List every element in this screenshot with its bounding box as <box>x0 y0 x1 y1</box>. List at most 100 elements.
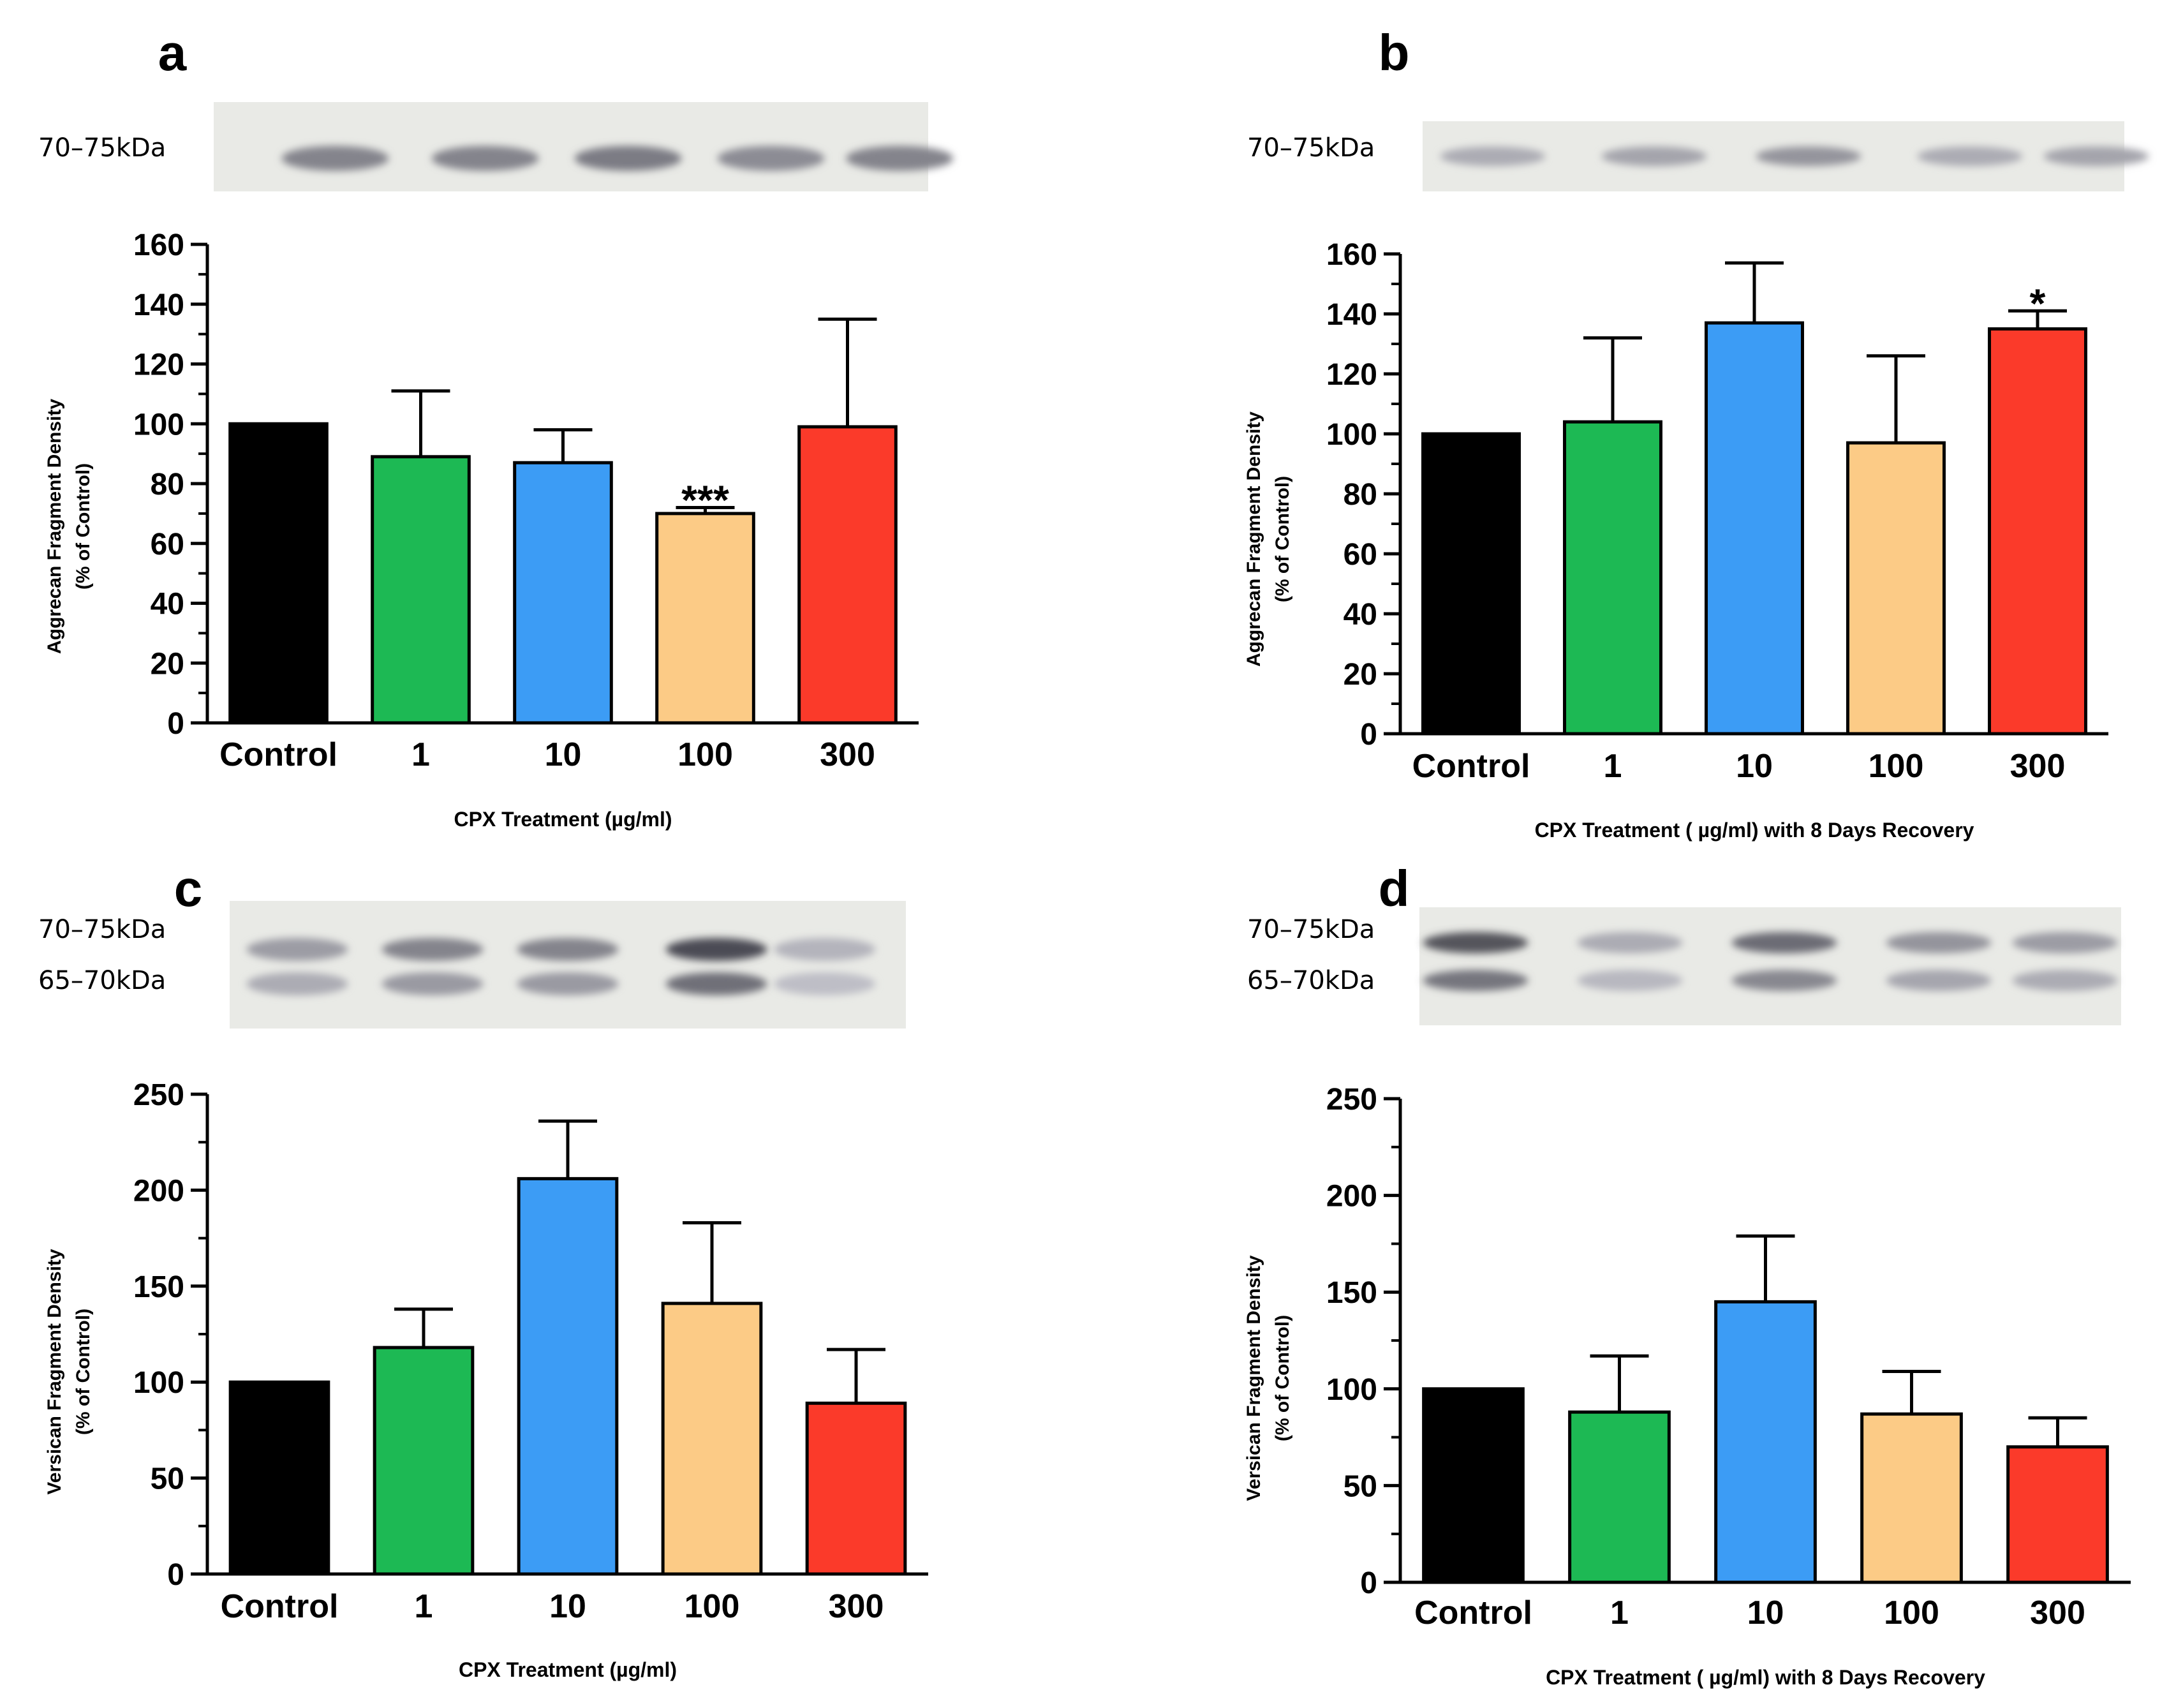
y-tick-label: 0 <box>167 707 184 741</box>
blot-band <box>1577 932 1683 954</box>
western-blot-image <box>1419 907 2121 1025</box>
panel-d: d70–75kDa 65–70kDa 0 50 100 150 200 250 Control 1… <box>1243 860 2131 1689</box>
blot-band <box>431 145 539 171</box>
blot-band <box>774 972 876 995</box>
x-tick-label: Control <box>221 1588 339 1625</box>
y-tick-label: 140 <box>1326 298 1377 332</box>
y-tick-label: 160 <box>1326 238 1377 272</box>
blot-band <box>517 938 619 961</box>
y-tick-label: 100 <box>133 408 184 442</box>
y-tick-label: 20 <box>1343 658 1377 692</box>
bar-1 <box>1568 1410 1671 1584</box>
x-tick-label: Control <box>1414 1594 1532 1631</box>
y-tick-label: 100 <box>133 1366 184 1400</box>
x-tick-label: 1 <box>1610 1594 1629 1631</box>
bar-300 <box>805 1401 907 1576</box>
bar-100 <box>661 1302 763 1576</box>
blot-size-label: 70–75kDa <box>1247 915 1375 944</box>
panel-letter: c <box>174 860 203 917</box>
panel-letter: a <box>158 24 187 81</box>
y-axis-label: Versican Fragment Density <box>1243 1255 1264 1501</box>
bar-100 <box>1860 1412 1963 1584</box>
x-tick-label: Control <box>219 736 337 773</box>
y-tick-label: 50 <box>151 1462 184 1496</box>
x-tick-label: Control <box>1412 748 1530 785</box>
bar-1 <box>1563 420 1662 736</box>
blot-band <box>574 145 682 171</box>
y-axis-label-line1: Aggrecan Fragment Density <box>44 399 65 654</box>
bar-300 <box>2006 1445 2109 1584</box>
x-tick-label: 100 <box>685 1588 740 1625</box>
y-axis-label-sub: (% of Control) <box>1272 1315 1293 1441</box>
y-tick-label: 200 <box>133 1174 184 1208</box>
blot-band <box>717 145 825 171</box>
x-tick-label: 300 <box>820 736 875 773</box>
blot-band <box>2043 146 2149 167</box>
blot-band <box>381 972 484 995</box>
blot-band <box>846 145 954 171</box>
bar-10 <box>513 461 613 725</box>
y-tick-label: 200 <box>1326 1180 1377 1214</box>
bar-1 <box>373 1346 475 1576</box>
blot-size-label: 65–70kDa <box>38 966 166 995</box>
y-axis-label-sub: (% of Control) <box>1272 476 1293 602</box>
significance-marker: *** <box>681 477 729 523</box>
blot-band <box>381 938 484 961</box>
x-tick-label: 100 <box>1869 748 1924 785</box>
y-tick-label: 120 <box>133 348 184 382</box>
western-blot-image <box>230 901 906 1029</box>
bar-control <box>228 422 329 725</box>
panel-b: b 70–75kDa 0 20 40 60 80 100 120 140 160 Control 1 10… <box>1243 24 2149 842</box>
y-axis-label-line1: Aggrecan Fragment Density <box>1243 412 1264 667</box>
y-tick-label: 40 <box>1343 598 1377 632</box>
y-axis-label-line2: (% of Control) <box>73 1309 94 1435</box>
bar-10 <box>1714 1300 1817 1584</box>
bar-100 <box>1846 441 1946 736</box>
blot-band <box>2012 932 2118 954</box>
blot-band <box>1917 146 2023 167</box>
x-tick-label: 100 <box>677 736 733 773</box>
y-tick-label: 60 <box>151 528 184 561</box>
y-tick-label: 100 <box>1326 1373 1377 1407</box>
blot-band <box>517 972 619 995</box>
y-axis-label-sub: (% of Control) <box>73 1309 94 1435</box>
bar-300 <box>797 425 898 725</box>
y-tick-label: 0 <box>167 1558 184 1592</box>
western-blot-image <box>214 102 954 191</box>
y-axis-label: Versican Fragment Density <box>44 1249 65 1494</box>
y-tick-label: 140 <box>133 288 184 322</box>
y-tick-label: 50 <box>1343 1469 1377 1503</box>
y-tick-label: 0 <box>1360 718 1377 752</box>
y-axis-label-line2: (% of Control) <box>73 463 94 590</box>
x-tick-label: 10 <box>1747 1594 1784 1631</box>
blot-band <box>281 145 389 171</box>
blot-band <box>2012 970 2118 991</box>
x-tick-label: 300 <box>829 1588 884 1625</box>
y-axis-label: Aggrecan Fragment Density <box>44 399 65 654</box>
blot-band <box>1731 932 1837 954</box>
blot-band <box>1423 932 1528 954</box>
y-axis-label-line2: (% of Control) <box>1272 1315 1293 1441</box>
x-tick-label: 1 <box>415 1588 433 1625</box>
x-tick-label: 1 <box>411 736 430 773</box>
y-axis-label-line1: Versican Fragment Density <box>44 1249 65 1494</box>
y-tick-label: 80 <box>1343 478 1377 512</box>
blot-band <box>1731 970 1837 991</box>
x-tick-label: 10 <box>549 1588 586 1625</box>
y-axis-label-line2: (% of Control) <box>1272 476 1293 602</box>
blot-size-label: 70–75kDa <box>1247 133 1375 163</box>
y-tick-label: 60 <box>1343 538 1377 572</box>
y-axis-label-line1: Versican Fragment Density <box>1243 1255 1264 1501</box>
x-tick-label: 10 <box>1736 748 1773 785</box>
x-tick-label: 10 <box>545 736 582 773</box>
western-blot-image <box>1423 121 2149 191</box>
y-axis-label: Aggrecan Fragment Density <box>1243 412 1264 667</box>
blot-band <box>246 972 348 995</box>
bar-300 <box>1988 327 2087 736</box>
x-tick-label: 100 <box>1884 1594 1939 1631</box>
panel-a: a 70–75kDa 0 20 40 60 80 100 120 140 160 Control 1 10… <box>38 24 954 831</box>
blot-background <box>1419 907 2121 1025</box>
blot-band <box>1423 970 1528 991</box>
blot-band <box>1440 146 1546 167</box>
